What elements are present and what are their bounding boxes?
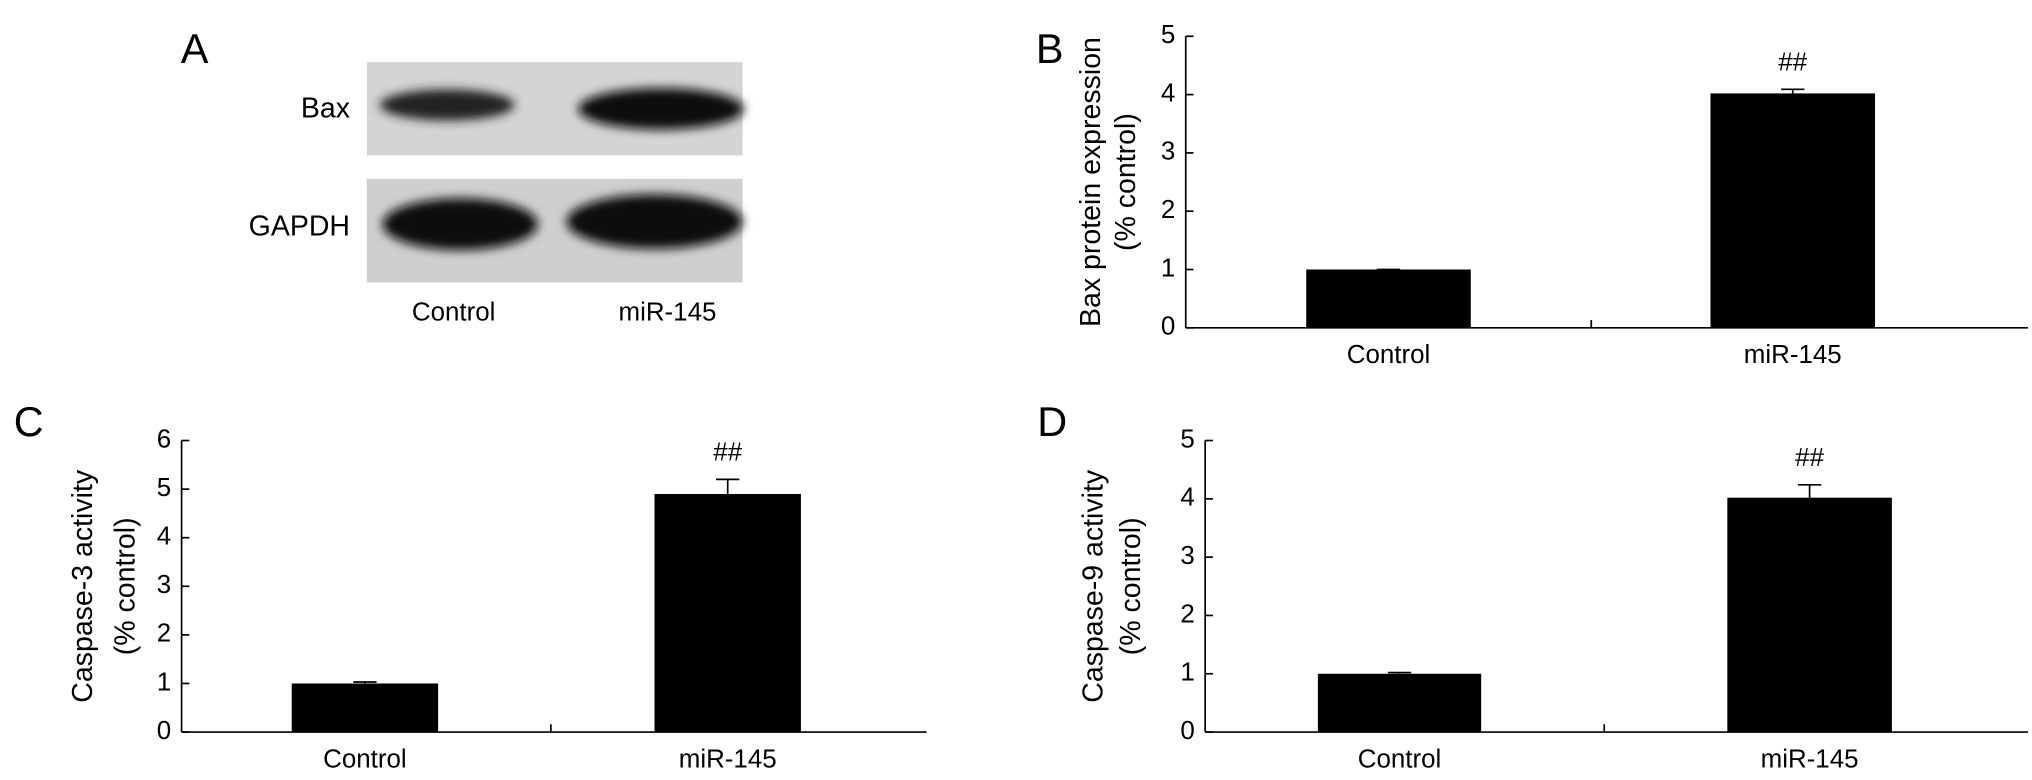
bar (291, 683, 439, 733)
protein-label: Bax (301, 93, 350, 125)
y-axis-label: Caspase-3 activity (67, 469, 99, 703)
significance-label: ## (1778, 48, 1807, 76)
error-bar (716, 478, 740, 494)
bar (1710, 93, 1876, 328)
band (379, 89, 515, 121)
y-tick-label: 1 (1161, 254, 1175, 282)
y-tick-label: 4 (1180, 484, 1194, 512)
significance-label: ## (1795, 444, 1824, 472)
y-tick-label: 5 (1161, 21, 1175, 49)
x-tick-label: miR-145 (1744, 341, 1842, 369)
lane-label: Control (412, 298, 496, 326)
bar-chart: C Caspase-3 activity (% control) 0 1 2 3 4 5 6 Con… (14, 398, 927, 773)
y-tick-label: 4 (157, 523, 171, 551)
y-tick-label: 0 (157, 717, 171, 745)
y-tick-label: 5 (157, 474, 171, 502)
panel-letter: A (181, 25, 209, 72)
protein-label: GAPDH (249, 211, 350, 243)
y-tick-label: 1 (157, 668, 171, 696)
panel-letter: C (14, 398, 44, 445)
bar-chart: D Caspase-9 activity (% control) 0 1 2 3 4 5 Cont… (1037, 398, 2028, 773)
y-tick-label: 5 (1180, 425, 1194, 453)
x-tick-label: miR-145 (679, 745, 777, 773)
x-tick-label: Control (1358, 745, 1442, 773)
y-axis-label: Bax protein expression (1075, 37, 1107, 327)
y-tick-label: 6 (157, 425, 171, 453)
y-tick-label: 1 (1180, 659, 1194, 687)
y-tick-label: 0 (1161, 313, 1175, 341)
y-axis-label: (% control) (1110, 113, 1142, 251)
bar (1727, 497, 1892, 733)
lane-label: miR-145 (619, 298, 717, 326)
y-tick-label: 0 (1180, 717, 1194, 745)
x-tick-label: Control (1347, 341, 1431, 369)
bar (654, 493, 801, 733)
y-tick-label: 2 (1161, 196, 1175, 224)
panel-letter: D (1037, 398, 1067, 445)
bar (1317, 673, 1482, 733)
y-tick-label: 4 (1161, 79, 1175, 107)
bar-chart: B Bax protein expression (% control) 0 1 2 3 4 5… (1036, 21, 2028, 369)
band (382, 198, 538, 251)
bar (1306, 269, 1471, 328)
blot-panel: A Bax GAPDH Control miR-145 (181, 25, 744, 326)
y-tick-label: 3 (1161, 138, 1175, 166)
y-tick-label: 3 (157, 571, 171, 599)
y-axis-label: (% control) (110, 517, 142, 655)
band (578, 88, 744, 130)
y-tick-label: 2 (157, 620, 171, 648)
error-bar (1797, 484, 1822, 498)
y-axis-label: (% control) (1115, 517, 1147, 655)
error-bar (1781, 88, 1805, 94)
y-tick-label: 3 (1180, 542, 1194, 570)
panel-letter: B (1036, 25, 1064, 72)
y-axis-label: Caspase-9 activity (1078, 469, 1110, 703)
significance-label: ## (713, 438, 742, 466)
x-tick-label: miR-145 (1761, 745, 1859, 773)
y-tick-label: 2 (1180, 600, 1194, 628)
error-bar (353, 681, 377, 684)
x-tick-label: Control (323, 745, 407, 773)
error-bar (1387, 671, 1412, 674)
band (566, 194, 743, 249)
